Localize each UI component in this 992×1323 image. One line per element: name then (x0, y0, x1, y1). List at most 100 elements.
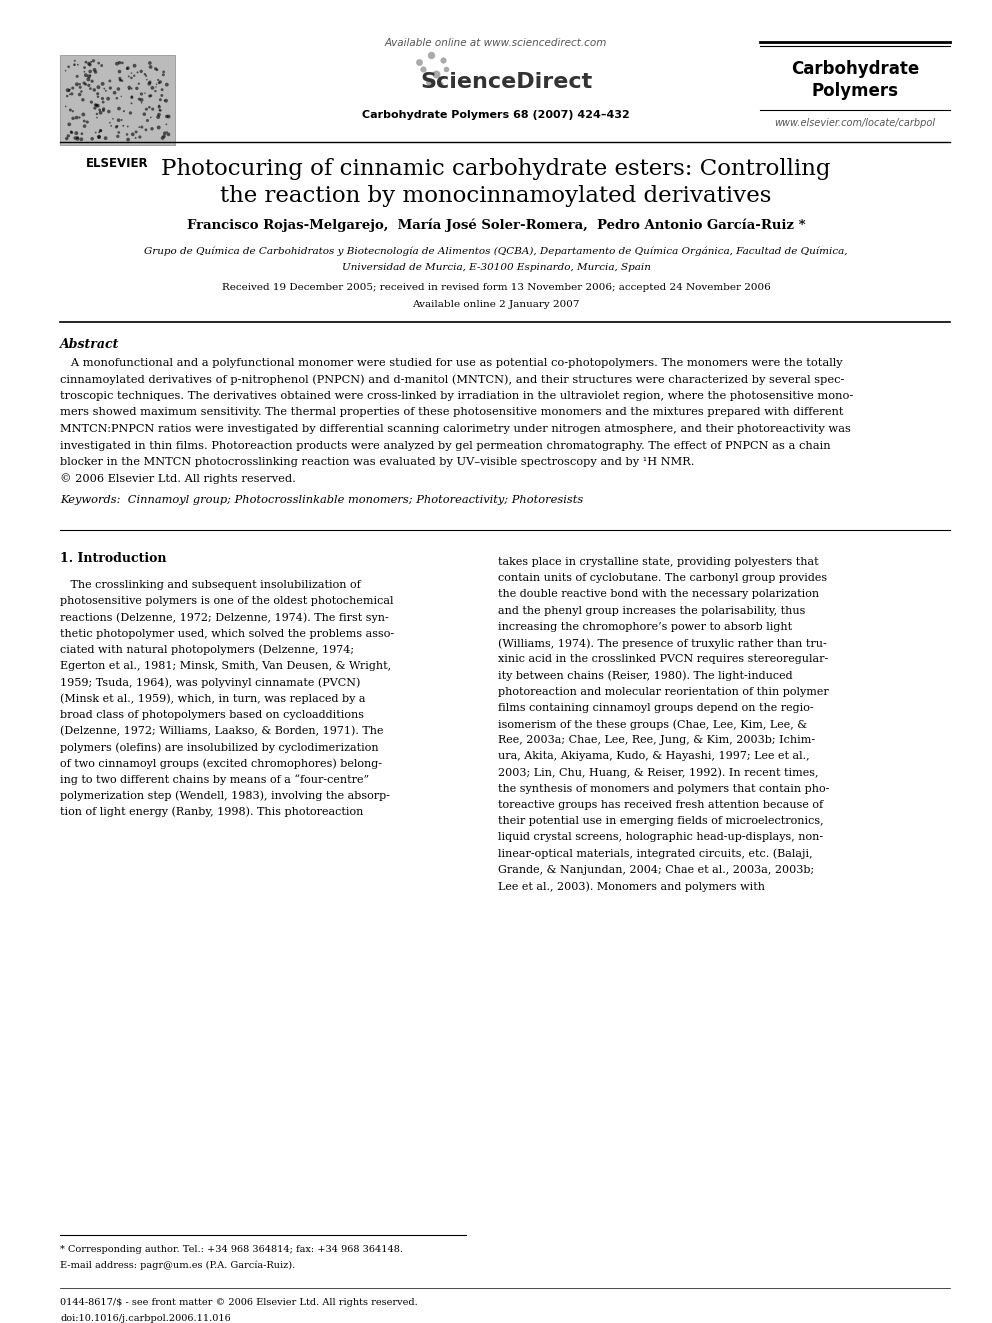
Point (107, 82, 123, 103)
Point (58, 60, 73, 81)
Text: Lee et al., 2003). Monomers and polymers with: Lee et al., 2003). Monomers and polymers… (498, 881, 765, 892)
Text: troscopic techniques. The derivatives obtained were cross-linked by irradiation : troscopic techniques. The derivatives ob… (60, 392, 853, 401)
Point (121, 66, 137, 87)
Point (136, 103, 152, 124)
Point (76, 73, 92, 94)
Point (153, 99, 169, 120)
Point (102, 112, 118, 134)
Point (82, 54, 98, 75)
Point (143, 107, 159, 128)
Point (151, 73, 167, 94)
Text: increasing the chromophore’s power to absorb light: increasing the chromophore’s power to ab… (498, 622, 793, 632)
Point (113, 86, 129, 107)
Text: E-mail address: pagr@um.es (P.A. García-Ruiz).: E-mail address: pagr@um.es (P.A. García-… (60, 1261, 296, 1270)
Point (60, 79, 75, 101)
Text: (Delzenne, 1972; Williams, Laakso, & Borden, 1971). The: (Delzenne, 1972; Williams, Laakso, & Bor… (60, 726, 384, 736)
Point (157, 90, 173, 111)
Point (62, 79, 77, 101)
Point (438, 58, 454, 79)
Point (87, 98, 103, 119)
Text: doi:10.1016/j.carbpol.2006.11.016: doi:10.1016/j.carbpol.2006.11.016 (60, 1314, 231, 1323)
Point (150, 69, 166, 90)
Point (411, 52, 427, 73)
Point (89, 103, 105, 124)
Point (138, 66, 154, 87)
Point (114, 53, 130, 74)
Point (131, 116, 147, 138)
Point (151, 97, 167, 118)
Point (81, 66, 97, 87)
Point (159, 114, 175, 135)
Text: tion of light energy (Ranby, 1998). This photoreaction: tion of light energy (Ranby, 1998). This… (60, 807, 363, 818)
Point (60, 86, 75, 107)
Point (109, 53, 125, 74)
Text: Universidad de Murcia, E-30100 Espinardo, Murcia, Spain: Universidad de Murcia, E-30100 Espinardo… (341, 263, 651, 273)
Point (138, 119, 154, 140)
Text: xinic acid in the crosslinked PVCN requires stereoregular-: xinic acid in the crosslinked PVCN requi… (498, 654, 828, 664)
Text: Carbohydrate: Carbohydrate (791, 60, 920, 78)
Point (142, 86, 158, 107)
Point (89, 83, 105, 105)
Point (62, 83, 77, 105)
Point (149, 74, 165, 95)
Text: linear-optical materials, integrated circuits, etc. (Balaji,: linear-optical materials, integrated cir… (498, 848, 812, 859)
Point (71, 74, 87, 95)
Point (67, 127, 83, 148)
Point (111, 61, 127, 82)
Text: The crosslinking and subsequent insolubilization of: The crosslinking and subsequent insolubi… (60, 579, 361, 590)
Point (90, 77, 106, 98)
Point (155, 127, 171, 148)
Text: the reaction by monocinnamoylated derivatives: the reaction by monocinnamoylated deriva… (220, 185, 772, 206)
Text: Egerton et al., 1981; Minsk, Smith, Van Deusen, & Wright,: Egerton et al., 1981; Minsk, Smith, Van … (60, 662, 391, 671)
Text: mers showed maximum sensitivity. The thermal properties of these photosensitive : mers showed maximum sensitivity. The the… (60, 407, 843, 418)
Point (88, 95, 104, 116)
Point (134, 83, 150, 105)
Point (140, 110, 156, 131)
Text: Keywords:  Cinnamoyl group; Photocrosslinkable monomers; Photoreactivity; Photor: Keywords: Cinnamoyl group; Photocrosslin… (60, 495, 583, 505)
Point (112, 52, 128, 73)
Text: contain units of cyclobutane. The carbonyl group provides: contain units of cyclobutane. The carbon… (498, 573, 827, 583)
Point (98, 81, 114, 102)
Point (89, 107, 105, 128)
Point (63, 83, 79, 105)
Point (421, 71, 436, 93)
Point (142, 97, 158, 118)
Text: reactions (Delzenne, 1972; Delzenne, 1974). The first syn-: reactions (Delzenne, 1972; Delzenne, 197… (60, 613, 389, 623)
Point (154, 79, 170, 101)
Point (93, 56, 109, 77)
Point (102, 78, 118, 99)
Point (121, 78, 137, 99)
Point (68, 107, 84, 128)
Text: toreactive groups has received fresh attention because of: toreactive groups has received fresh att… (498, 800, 823, 810)
Point (84, 70, 100, 91)
Point (108, 116, 124, 138)
Point (87, 122, 103, 143)
Text: 2003; Lin, Chu, Huang, & Reiser, 1992). In recent times,: 2003; Lin, Chu, Huang, & Reiser, 1992). … (498, 767, 818, 778)
Text: ity between chains (Reiser, 1980). The light-induced: ity between chains (Reiser, 1980). The l… (498, 671, 793, 681)
Point (75, 89, 91, 110)
Point (61, 81, 76, 102)
Point (119, 58, 135, 79)
Point (124, 86, 140, 107)
Point (157, 123, 173, 144)
Point (153, 89, 169, 110)
Point (59, 128, 74, 149)
Point (120, 57, 136, 78)
Point (76, 115, 92, 136)
Point (63, 122, 79, 143)
Point (95, 91, 111, 112)
Text: broad class of photopolymers based on cycloadditions: broad class of photopolymers based on cy… (60, 709, 364, 720)
Text: * Corresponding author. Tel.: +34 968 364814; fax: +34 968 364148.: * Corresponding author. Tel.: +34 968 36… (60, 1245, 403, 1254)
Point (69, 74, 85, 95)
Point (124, 93, 140, 114)
Point (143, 85, 159, 106)
Point (69, 54, 85, 75)
Point (91, 126, 107, 147)
Point (86, 60, 102, 81)
Point (82, 65, 98, 86)
Point (429, 64, 444, 85)
Text: the synthesis of monomers and polymers that contain pho-: the synthesis of monomers and polymers t… (498, 783, 829, 794)
Text: polymerization step (Wendell, 1983), involving the absorp-: polymerization step (Wendell, 1983), inv… (60, 791, 390, 802)
Point (128, 127, 144, 148)
Text: investigated in thin films. Photoreaction products were analyzed by gel permeati: investigated in thin films. Photoreactio… (60, 441, 830, 451)
